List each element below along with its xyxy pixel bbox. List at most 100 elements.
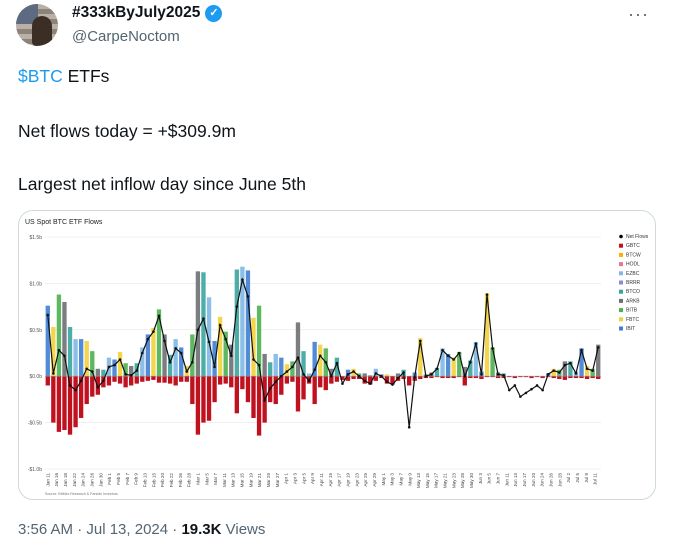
gbtc-outflow-bar (351, 376, 356, 379)
x-tick-label: Jun 7 (496, 473, 501, 485)
net-flows-point (129, 373, 133, 377)
net-flows-point (185, 370, 189, 373)
net-flows-point (268, 386, 272, 390)
inflow-bar (590, 368, 595, 377)
more-options-icon[interactable]: ··· (628, 4, 649, 24)
inflow-bar (368, 375, 373, 377)
net-flows-point (68, 384, 72, 387)
x-tick-label: Mar 15 (240, 473, 245, 488)
inflow-bar (179, 347, 184, 377)
avatar[interactable] (16, 4, 58, 46)
gbtc-outflow-bar (156, 376, 162, 383)
gbtc-outflow-bar (356, 376, 362, 379)
x-tick-label: Jan 22 (72, 473, 77, 487)
tweet-timestamp[interactable]: 3:56 AM · Jul 13, 2024 · (18, 521, 182, 538)
gbtc-outflow-bar (501, 376, 506, 379)
x-tick-label: Jul 5 (575, 473, 580, 483)
gbtc-outflow-bar (295, 376, 301, 412)
net-flows-point (90, 370, 94, 373)
x-tick-label: May 23 (451, 473, 456, 489)
gbtc-outflow-bar (256, 376, 262, 436)
net-flows-point (368, 382, 372, 385)
legend-marker-brrr (619, 280, 623, 285)
net-flows-point (113, 363, 116, 367)
inflow-bar (123, 363, 128, 377)
display-name-row[interactable]: #333kByJuly2025 ✓ (72, 4, 223, 22)
x-tick-label: Apr 5 (301, 473, 306, 484)
x-tick-label: Mar 1 (195, 473, 200, 485)
net-flows-point (235, 305, 239, 308)
net-flows-point (191, 360, 194, 364)
net-flows-point (535, 384, 539, 387)
gbtc-outflow-bar (418, 376, 423, 379)
net-flows-point (79, 379, 83, 383)
net-flows-point (302, 373, 305, 376)
inflow-bar (584, 365, 590, 377)
inflow-bar (596, 344, 601, 377)
gbtc-outflow-bar (429, 376, 434, 379)
inflow-bar (562, 361, 568, 377)
gbtc-outflow-bar (373, 376, 378, 381)
gbtc-outflow-bar (468, 376, 473, 379)
gbtc-outflow-bar (229, 376, 234, 388)
x-tick-label: Feb 5 (116, 473, 121, 485)
net-flows-point (168, 360, 172, 364)
legend-marker-arkb (619, 298, 623, 303)
x-tick-label: Jul 11 (593, 473, 598, 485)
legend-label: ARKB (626, 298, 640, 304)
x-tick-label: Jun 28 (557, 473, 562, 487)
attached-chart-image[interactable]: US Spot BTC ETF Flows $1.5b $1.0b $0.5b $0.0… (18, 210, 656, 500)
net-flows-point (507, 388, 511, 392)
inflow-bar (434, 367, 440, 377)
x-tick-label: Apr 19 (346, 473, 351, 487)
inflow-bar (318, 344, 323, 377)
gbtc-outflow-bar (596, 376, 601, 379)
x-tick-label: May 21 (443, 473, 448, 489)
gbtc-outflow-bar (179, 376, 184, 382)
y-tick-label: -$0.5b (28, 421, 42, 427)
x-tick-label: May 15 (425, 473, 430, 489)
user-handle[interactable]: @CarpeNoctom (72, 28, 180, 45)
x-tick-label: Apr 3 (293, 473, 298, 484)
net-flows-point (318, 354, 322, 358)
net-flows-point (313, 368, 316, 372)
gbtc-outflow-bar (540, 376, 545, 379)
legend-label: GBTC (626, 243, 640, 249)
inflow-bar (445, 353, 451, 377)
gbtc-outflow-bar (90, 376, 95, 397)
x-tick-label: Jun 24 (540, 473, 545, 487)
x-tick-label: Jul 9 (584, 473, 589, 483)
cashtag-link[interactable]: $BTC (18, 66, 63, 86)
net-flows-point (480, 373, 483, 376)
net-flows-point (335, 361, 339, 365)
net-flows-point (96, 386, 100, 389)
net-flows-point (291, 365, 294, 369)
gbtc-outflow-bar (479, 376, 484, 379)
tweet-line-1-text: ETFs (62, 66, 110, 86)
x-tick-label: Feb 7 (125, 473, 130, 485)
gbtc-outflow-bar (551, 376, 556, 379)
net-flows-point (441, 348, 444, 352)
net-flows-point (118, 358, 122, 361)
gbtc-outflow-bar (301, 376, 306, 400)
gbtc-outflow-bar (495, 376, 501, 379)
tweet-line-1: $BTC ETFs (18, 66, 109, 87)
inflow-bar (140, 347, 145, 377)
x-tick-label: May 3 (390, 473, 395, 486)
display-name[interactable]: #333kByJuly2025 (72, 4, 201, 21)
net-flows-point (152, 330, 155, 333)
gbtc-outflow-bar (95, 376, 100, 395)
inflow-bar (78, 339, 84, 377)
legend-label: BTCO (626, 289, 640, 295)
net-flows-point (446, 354, 450, 358)
net-flows-point (357, 374, 361, 378)
y-tick-label: $1.0b (29, 281, 42, 287)
net-flows-point (46, 313, 50, 317)
gbtc-outflow-bar (434, 376, 440, 378)
gbtc-outflow-bar (329, 376, 334, 384)
inflow-bar (112, 359, 117, 377)
net-flows-point (252, 358, 255, 361)
inflow-bar (362, 373, 367, 377)
gbtc-outflow-bar (457, 376, 462, 378)
inflow-bar (51, 327, 56, 377)
